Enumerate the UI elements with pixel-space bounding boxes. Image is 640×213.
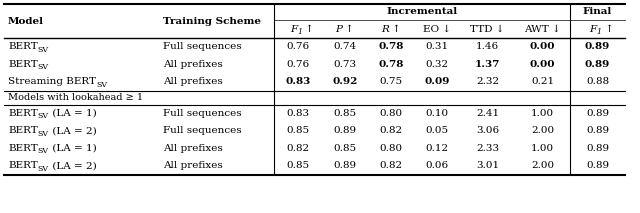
- Text: 1: 1: [596, 27, 602, 36]
- Text: P ↑: P ↑: [335, 24, 355, 33]
- Text: 0.10: 0.10: [426, 109, 449, 118]
- Text: 0.76: 0.76: [287, 42, 310, 51]
- Text: Full sequences: Full sequences: [163, 126, 242, 135]
- Text: 0.78: 0.78: [378, 42, 404, 51]
- Text: Streaming BERT: Streaming BERT: [8, 77, 96, 86]
- Text: All prefixes: All prefixes: [163, 161, 223, 170]
- Text: TTD ↓: TTD ↓: [470, 24, 505, 33]
- Text: (LA = 2): (LA = 2): [49, 126, 97, 135]
- Text: 2.41: 2.41: [476, 109, 499, 118]
- Text: All prefixes: All prefixes: [163, 77, 223, 86]
- Text: ↑: ↑: [602, 24, 614, 33]
- Text: F: F: [290, 24, 297, 33]
- Text: AWT ↓: AWT ↓: [524, 24, 561, 33]
- Text: 0.12: 0.12: [426, 144, 449, 153]
- Text: Model: Model: [8, 16, 44, 26]
- Text: 0.21: 0.21: [531, 77, 554, 86]
- Text: 1.37: 1.37: [475, 60, 500, 69]
- Text: 0.32: 0.32: [426, 60, 449, 69]
- Text: BERT: BERT: [8, 60, 38, 69]
- Text: 0.85: 0.85: [287, 161, 310, 170]
- Text: 3.01: 3.01: [476, 161, 499, 170]
- Text: 0.92: 0.92: [332, 77, 358, 86]
- Text: 0.82: 0.82: [380, 126, 403, 135]
- Text: 0.85: 0.85: [287, 126, 310, 135]
- Text: All prefixes: All prefixes: [163, 144, 223, 153]
- Text: SV: SV: [38, 165, 49, 173]
- Text: 0.83: 0.83: [285, 77, 310, 86]
- Text: 0.89: 0.89: [585, 60, 610, 69]
- Text: 0.73: 0.73: [333, 60, 356, 69]
- Text: 0.89: 0.89: [586, 161, 609, 170]
- Text: (LA = 1): (LA = 1): [49, 109, 97, 118]
- Text: 2.33: 2.33: [476, 144, 499, 153]
- Text: 0.74: 0.74: [333, 42, 356, 51]
- Text: ↑: ↑: [302, 24, 314, 33]
- Text: 0.05: 0.05: [426, 126, 449, 135]
- Text: SV: SV: [38, 46, 49, 54]
- Text: 0.89: 0.89: [333, 161, 356, 170]
- Text: Full sequences: Full sequences: [163, 109, 242, 118]
- Text: Models with lookahead ≥ 1: Models with lookahead ≥ 1: [8, 93, 143, 102]
- Text: (LA = 2): (LA = 2): [49, 161, 97, 170]
- Text: 0.82: 0.82: [380, 161, 403, 170]
- Text: Full sequences: Full sequences: [163, 42, 242, 51]
- Text: BERT: BERT: [8, 126, 38, 135]
- Text: 0.89: 0.89: [585, 42, 610, 51]
- Text: 2.00: 2.00: [531, 126, 554, 135]
- Text: BERT: BERT: [8, 42, 38, 51]
- Text: EO ↓: EO ↓: [423, 24, 451, 33]
- Text: 0.88: 0.88: [586, 77, 609, 86]
- Text: 0.83: 0.83: [287, 109, 310, 118]
- Text: 1.00: 1.00: [531, 109, 554, 118]
- Text: 0.82: 0.82: [287, 144, 310, 153]
- Text: 0.89: 0.89: [586, 109, 609, 118]
- Text: 0.76: 0.76: [287, 60, 310, 69]
- Text: 1.46: 1.46: [476, 42, 499, 51]
- Text: 0.75: 0.75: [380, 77, 403, 86]
- Text: 0.80: 0.80: [380, 109, 403, 118]
- Text: Incremental: Incremental: [387, 7, 458, 16]
- Text: F: F: [589, 24, 596, 33]
- Text: 1.00: 1.00: [531, 144, 554, 153]
- Text: SV: SV: [38, 112, 49, 120]
- Text: R ↑: R ↑: [381, 24, 401, 33]
- Text: Final: Final: [583, 7, 612, 16]
- Text: 0.89: 0.89: [586, 144, 609, 153]
- Text: All prefixes: All prefixes: [163, 60, 223, 69]
- Text: 0.89: 0.89: [586, 126, 609, 135]
- Text: 1: 1: [297, 27, 302, 36]
- Text: SV: SV: [38, 130, 49, 138]
- Text: 0.80: 0.80: [380, 144, 403, 153]
- Text: 0.89: 0.89: [333, 126, 356, 135]
- Text: SV: SV: [38, 63, 49, 71]
- Text: SV: SV: [38, 147, 49, 155]
- Text: Training Scheme: Training Scheme: [163, 16, 261, 26]
- Text: BERT: BERT: [8, 109, 38, 118]
- Text: 2.32: 2.32: [476, 77, 499, 86]
- Text: 3.06: 3.06: [476, 126, 499, 135]
- Text: 0.78: 0.78: [378, 60, 404, 69]
- Text: 0.85: 0.85: [333, 109, 356, 118]
- Text: 0.00: 0.00: [530, 42, 556, 51]
- Text: (LA = 1): (LA = 1): [49, 144, 97, 153]
- Text: 0.06: 0.06: [426, 161, 449, 170]
- Text: BERT: BERT: [8, 144, 38, 153]
- Text: BERT: BERT: [8, 161, 38, 170]
- Text: 0.00: 0.00: [530, 60, 556, 69]
- Text: 2.00: 2.00: [531, 161, 554, 170]
- Text: 0.09: 0.09: [424, 77, 450, 86]
- Text: 0.85: 0.85: [333, 144, 356, 153]
- Text: SV: SV: [96, 81, 107, 89]
- Text: 0.31: 0.31: [426, 42, 449, 51]
